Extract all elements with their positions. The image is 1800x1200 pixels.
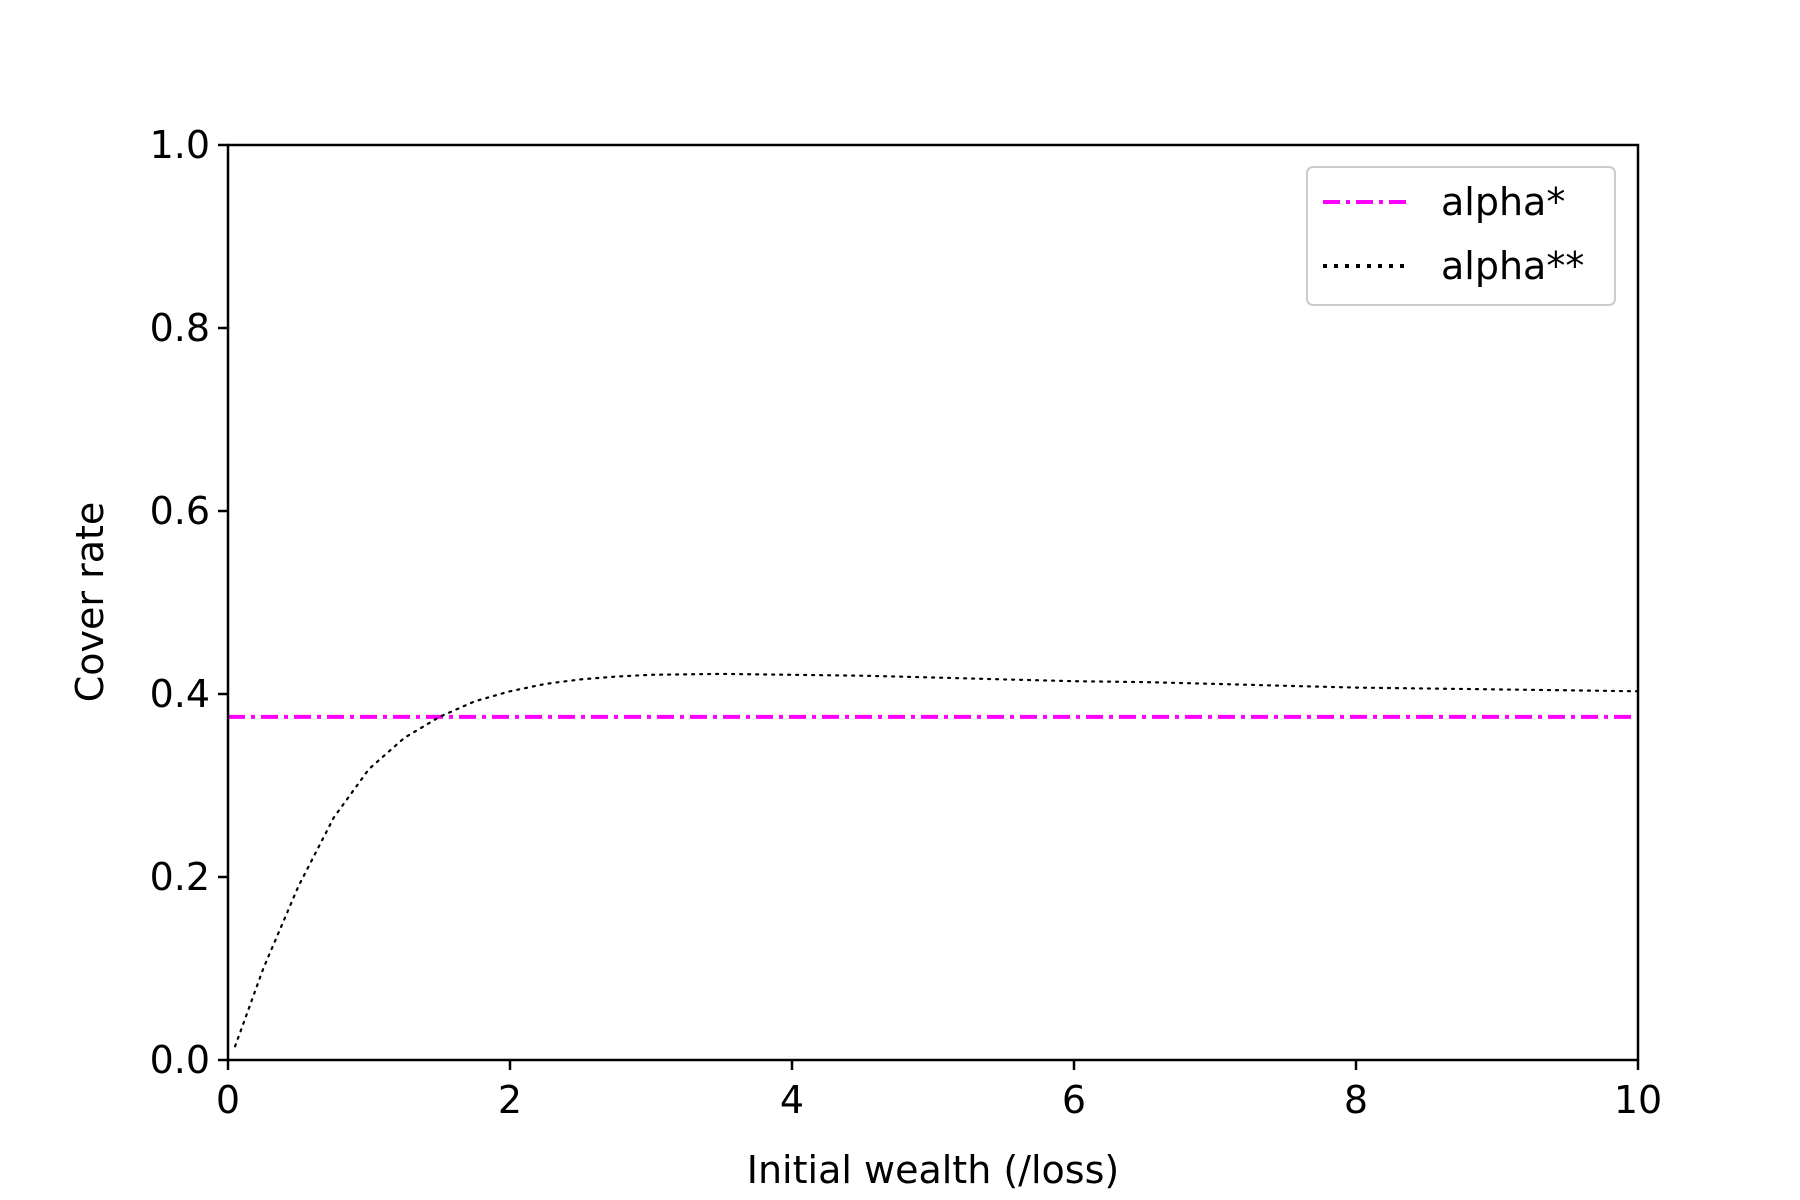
y-tick-label: 0.0 <box>150 1038 210 1082</box>
legend-box <box>1306 166 1616 306</box>
y-tick-label: 0.6 <box>150 489 210 533</box>
x-tick-label: 6 <box>1062 1078 1086 1122</box>
y-tick-label: 1.0 <box>150 123 210 167</box>
y-axis-label: Cover rate <box>68 502 112 703</box>
x-tick-label: 0 <box>216 1078 240 1122</box>
plot-area <box>228 672 1640 1048</box>
y-tick-label: 0.8 <box>150 306 210 350</box>
series-alpha-double-star-line <box>234 672 1640 1048</box>
legend-label-alpha-star: alpha* <box>1441 180 1565 224</box>
x-axis: 0 2 4 6 8 10 <box>216 1060 1662 1122</box>
legend-label-alpha-double-star: alpha** <box>1441 244 1584 288</box>
x-tick-label: 8 <box>1344 1078 1368 1122</box>
y-axis: 0.0 0.2 0.4 0.6 0.8 1.0 <box>150 123 228 1082</box>
x-tick-label: 4 <box>780 1078 804 1122</box>
y-tick-label: 0.2 <box>150 855 210 899</box>
y-tick-label: 0.4 <box>150 672 210 716</box>
axes-frame <box>226 143 1640 1062</box>
x-tick-label: 2 <box>498 1078 522 1122</box>
x-axis-label: Initial wealth (/loss) <box>747 1148 1119 1192</box>
x-tick-label: 10 <box>1614 1078 1662 1122</box>
legend: alpha* alpha** <box>1306 166 1616 306</box>
